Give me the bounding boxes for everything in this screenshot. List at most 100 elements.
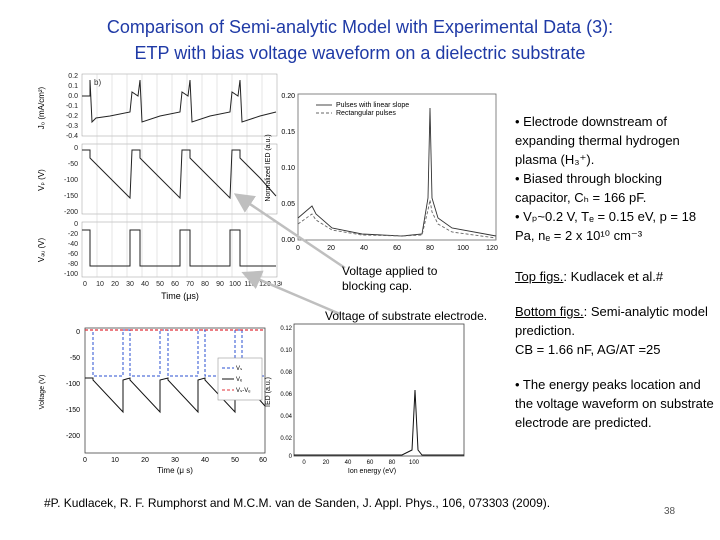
- title-line-1: Comparison of Semi-analytic Model with E…: [106, 17, 614, 37]
- tick-x-2: 20: [111, 281, 119, 288]
- tick-mid-4: -200: [64, 209, 78, 216]
- tick-y-6: 0: [289, 454, 293, 460]
- tick-x-4: 80: [426, 245, 434, 252]
- tick-x-5: 100: [409, 460, 420, 466]
- tick-x-3: 60: [393, 245, 401, 252]
- tick-x-1: 10: [111, 457, 119, 464]
- tick-x-2: 40: [360, 245, 368, 252]
- legend-label-2: Rectangular pulses: [336, 110, 396, 117]
- ylabel: Normalized IED (a.u.): [265, 134, 272, 201]
- top-figs-text: : Kudlacek et al.#: [563, 269, 664, 284]
- tick-x-0: 0: [83, 281, 87, 288]
- xlabel: Time (μs): [161, 291, 199, 301]
- tick-mid-0: 0: [74, 145, 78, 152]
- top-left-figure: b) J₀ (mA/cm²) Vₚ (V) Vₔᵤ (V) 0.2 0.1 0.…: [37, 73, 282, 301]
- tick-x-4: 40: [141, 281, 149, 288]
- tick-top-3: -0.1: [66, 103, 78, 110]
- tick-y-3: 0.05: [281, 201, 295, 208]
- legend-label-ve: Vₑ: [236, 377, 243, 383]
- label-voltage-applied: Voltage applied to blocking cap.: [342, 264, 438, 293]
- tick-x-5: 50: [156, 281, 164, 288]
- tick-x-6: 120: [486, 245, 498, 252]
- label-voltage-substrate: Voltage of substrate electrode.: [325, 309, 488, 323]
- tick-x-12: 120: [259, 281, 271, 288]
- tick-y-0: 0.20: [281, 93, 295, 100]
- tick-y-0: 0: [76, 329, 80, 336]
- title-line-2: ETP with bias voltage waveform on a diel…: [134, 43, 586, 63]
- tick-x-4: 80: [389, 460, 396, 466]
- tick-x-10: 100: [229, 281, 241, 288]
- tick-y-4: -200: [66, 433, 80, 440]
- tick-mid-3: -150: [64, 193, 78, 200]
- tick-mid-2: -100: [64, 177, 78, 184]
- tick-y-2: 0.10: [281, 165, 295, 172]
- legend-label-vs: Vₛ: [236, 366, 242, 372]
- tick-x-6: 60: [171, 281, 179, 288]
- top-figs-label: Top figs.: [515, 269, 564, 284]
- tick-top-5: -0.3: [66, 123, 78, 130]
- tick-y-0: 0.12: [280, 326, 292, 332]
- tick-y-3: 0.06: [280, 392, 292, 398]
- bullet-list: • Electrode downstream of expanding ther…: [515, 112, 715, 432]
- tick-y-1: -50: [70, 355, 80, 362]
- tick-mid-1: -50: [68, 161, 78, 168]
- tick-bot-4: -80: [68, 261, 78, 268]
- bottom-left-figure: Vₛ Vₑ Vₛ-Vₑ Voltage (V) 0 -50 -100 -150 …: [39, 327, 267, 475]
- tick-x-5: 100: [457, 245, 469, 252]
- bottom-figs-label: Bottom figs.: [515, 304, 584, 319]
- tick-y-2: -100: [66, 381, 80, 388]
- tick-top-0: 0.2: [68, 73, 78, 80]
- ylabel-bot: Vₔᵤ (V): [37, 238, 46, 263]
- panel-label: b): [94, 78, 101, 87]
- tick-x-2: 20: [141, 457, 149, 464]
- tick-y-5: 0.02: [280, 436, 292, 442]
- xlabel: Ion energy (eV): [348, 468, 396, 475]
- tick-x-1: 20: [323, 460, 330, 466]
- tick-top-4: -0.2: [66, 113, 78, 120]
- tick-x-0: 0: [302, 460, 306, 466]
- tick-x-8: 80: [201, 281, 209, 288]
- tick-y-3: -150: [66, 407, 80, 414]
- tick-x-7: 70: [186, 281, 194, 288]
- tick-x-9: 90: [216, 281, 224, 288]
- bullet-1: • Electrode downstream of expanding ther…: [515, 114, 680, 167]
- tick-bot-3: -60: [68, 251, 78, 258]
- page-number: 38: [664, 506, 676, 517]
- tick-top-6: -0.4: [66, 133, 78, 140]
- tick-bot-1: -20: [68, 231, 78, 238]
- bottom-right-figure: IED (a.u.) 0.12 0.10 0.08 0.06 0.04 0.02…: [265, 323, 465, 475]
- tick-y-1: 0.10: [280, 348, 292, 354]
- tick-x-0: 0: [83, 457, 87, 464]
- xlabel: Time (μ s): [157, 466, 193, 475]
- tick-x-11: 110: [244, 281, 255, 288]
- tick-top-1: 0.1: [68, 83, 78, 90]
- bullet-2: • Biased through blocking capacitor, Cₕ …: [515, 171, 662, 205]
- legend-label-diff: Vₛ-Vₑ: [236, 388, 251, 394]
- tick-x-5: 50: [231, 457, 239, 464]
- ylabel-mid: Vₚ (V): [37, 169, 46, 191]
- tick-x-4: 40: [201, 457, 209, 464]
- cb-line: CB = 1.66 nF, AG/AT =25: [515, 342, 661, 357]
- tick-top-2: 0.0: [68, 93, 78, 100]
- slide-title: Comparison of Semi-analytic Model with E…: [0, 14, 720, 66]
- tick-y-1: 0.15: [281, 129, 295, 136]
- tick-bot-5: -100: [64, 271, 78, 278]
- tick-bot-2: -40: [68, 241, 78, 248]
- tick-x-2: 40: [345, 460, 352, 466]
- tick-y-4: 0.00: [281, 237, 295, 244]
- ylabel: IED (a.u.): [265, 377, 272, 407]
- tick-x-3: 30: [171, 457, 179, 464]
- tick-x-1: 10: [96, 281, 104, 288]
- tick-x-3: 60: [367, 460, 374, 466]
- tick-x-6: 60: [259, 457, 267, 464]
- tick-y-4: 0.04: [280, 414, 292, 420]
- tick-x-1: 20: [327, 245, 335, 252]
- top-figs-line: Top figs.: Kudlacek et al.#: [515, 267, 715, 286]
- top-right-figure: Pulses with linear slope Rectangular pul…: [265, 93, 498, 252]
- footer-reference: #P. Kudlacek, R. F. Rumphorst and M.C.M.…: [44, 496, 551, 510]
- bottom-figs-line: Bottom figs.: Semi-analytic model predic…: [515, 302, 715, 340]
- legend-label-1: Pulses with linear slope: [336, 102, 409, 109]
- tick-x-3: 30: [126, 281, 134, 288]
- bottom-figs-text: : Semi-analytic model prediction.: [515, 304, 708, 338]
- bullet-4: • The energy peaks location and the volt…: [515, 377, 714, 430]
